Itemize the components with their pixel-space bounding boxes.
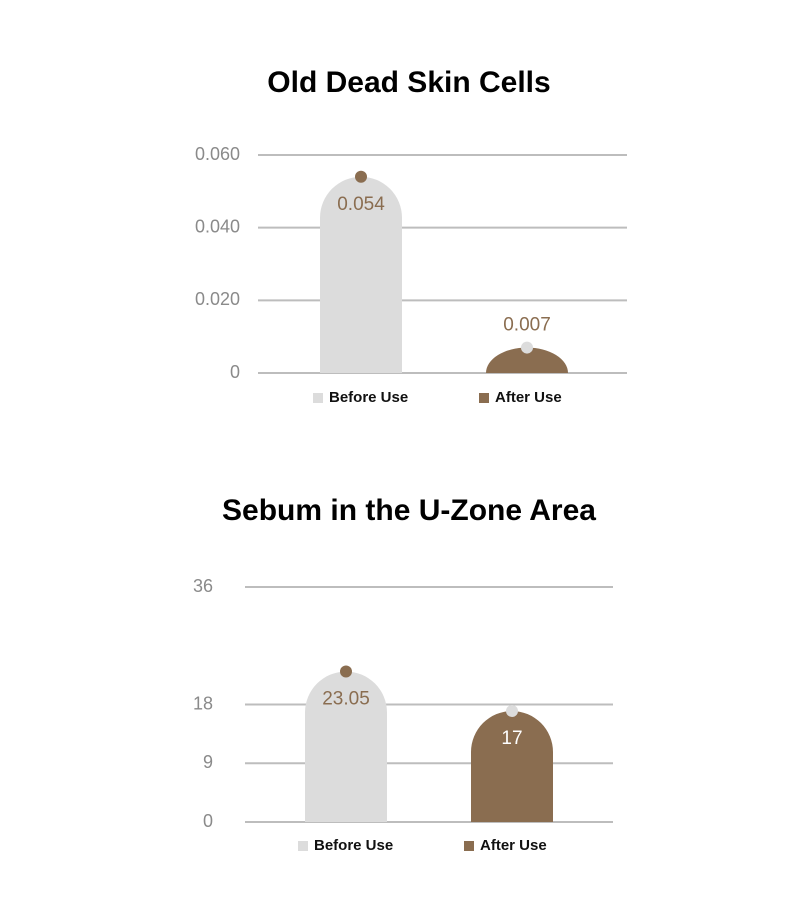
legend-label: After Use (480, 837, 547, 854)
bar (486, 347, 568, 373)
legend-label: After Use (495, 389, 562, 406)
bar-cap-dot (506, 705, 518, 718)
legend-swatch (464, 841, 474, 851)
y-tick-label: 36 (193, 576, 213, 596)
y-tick-label: 0.060 (195, 144, 240, 164)
bar-cap-dot (521, 341, 533, 354)
bar (471, 711, 553, 822)
value-label: 0.007 (503, 315, 551, 336)
legend-swatch (313, 393, 323, 403)
y-tick-label: 0.040 (195, 216, 240, 236)
y-tick-label: 9 (203, 752, 213, 772)
chart-title: Old Dead Skin Cells (267, 66, 550, 99)
chart-title: Sebum in the U-Zone Area (222, 494, 596, 527)
legend-swatch (479, 393, 489, 403)
bar-cap-dot (355, 170, 367, 183)
y-tick-label: 0 (203, 811, 213, 831)
y-tick-label: 18 (193, 693, 213, 713)
y-tick-label: 0.020 (195, 289, 240, 309)
legend-swatch (298, 841, 308, 851)
y-tick-label: 0 (230, 362, 240, 382)
value-label: 0.054 (337, 194, 385, 215)
value-label: 17 (501, 728, 522, 749)
bar (305, 671, 387, 822)
bar-cap-dot (340, 665, 352, 678)
value-label: 23.05 (322, 689, 370, 710)
bar (320, 176, 402, 373)
legend-label: Before Use (329, 389, 408, 406)
legend-label: Before Use (314, 837, 393, 854)
